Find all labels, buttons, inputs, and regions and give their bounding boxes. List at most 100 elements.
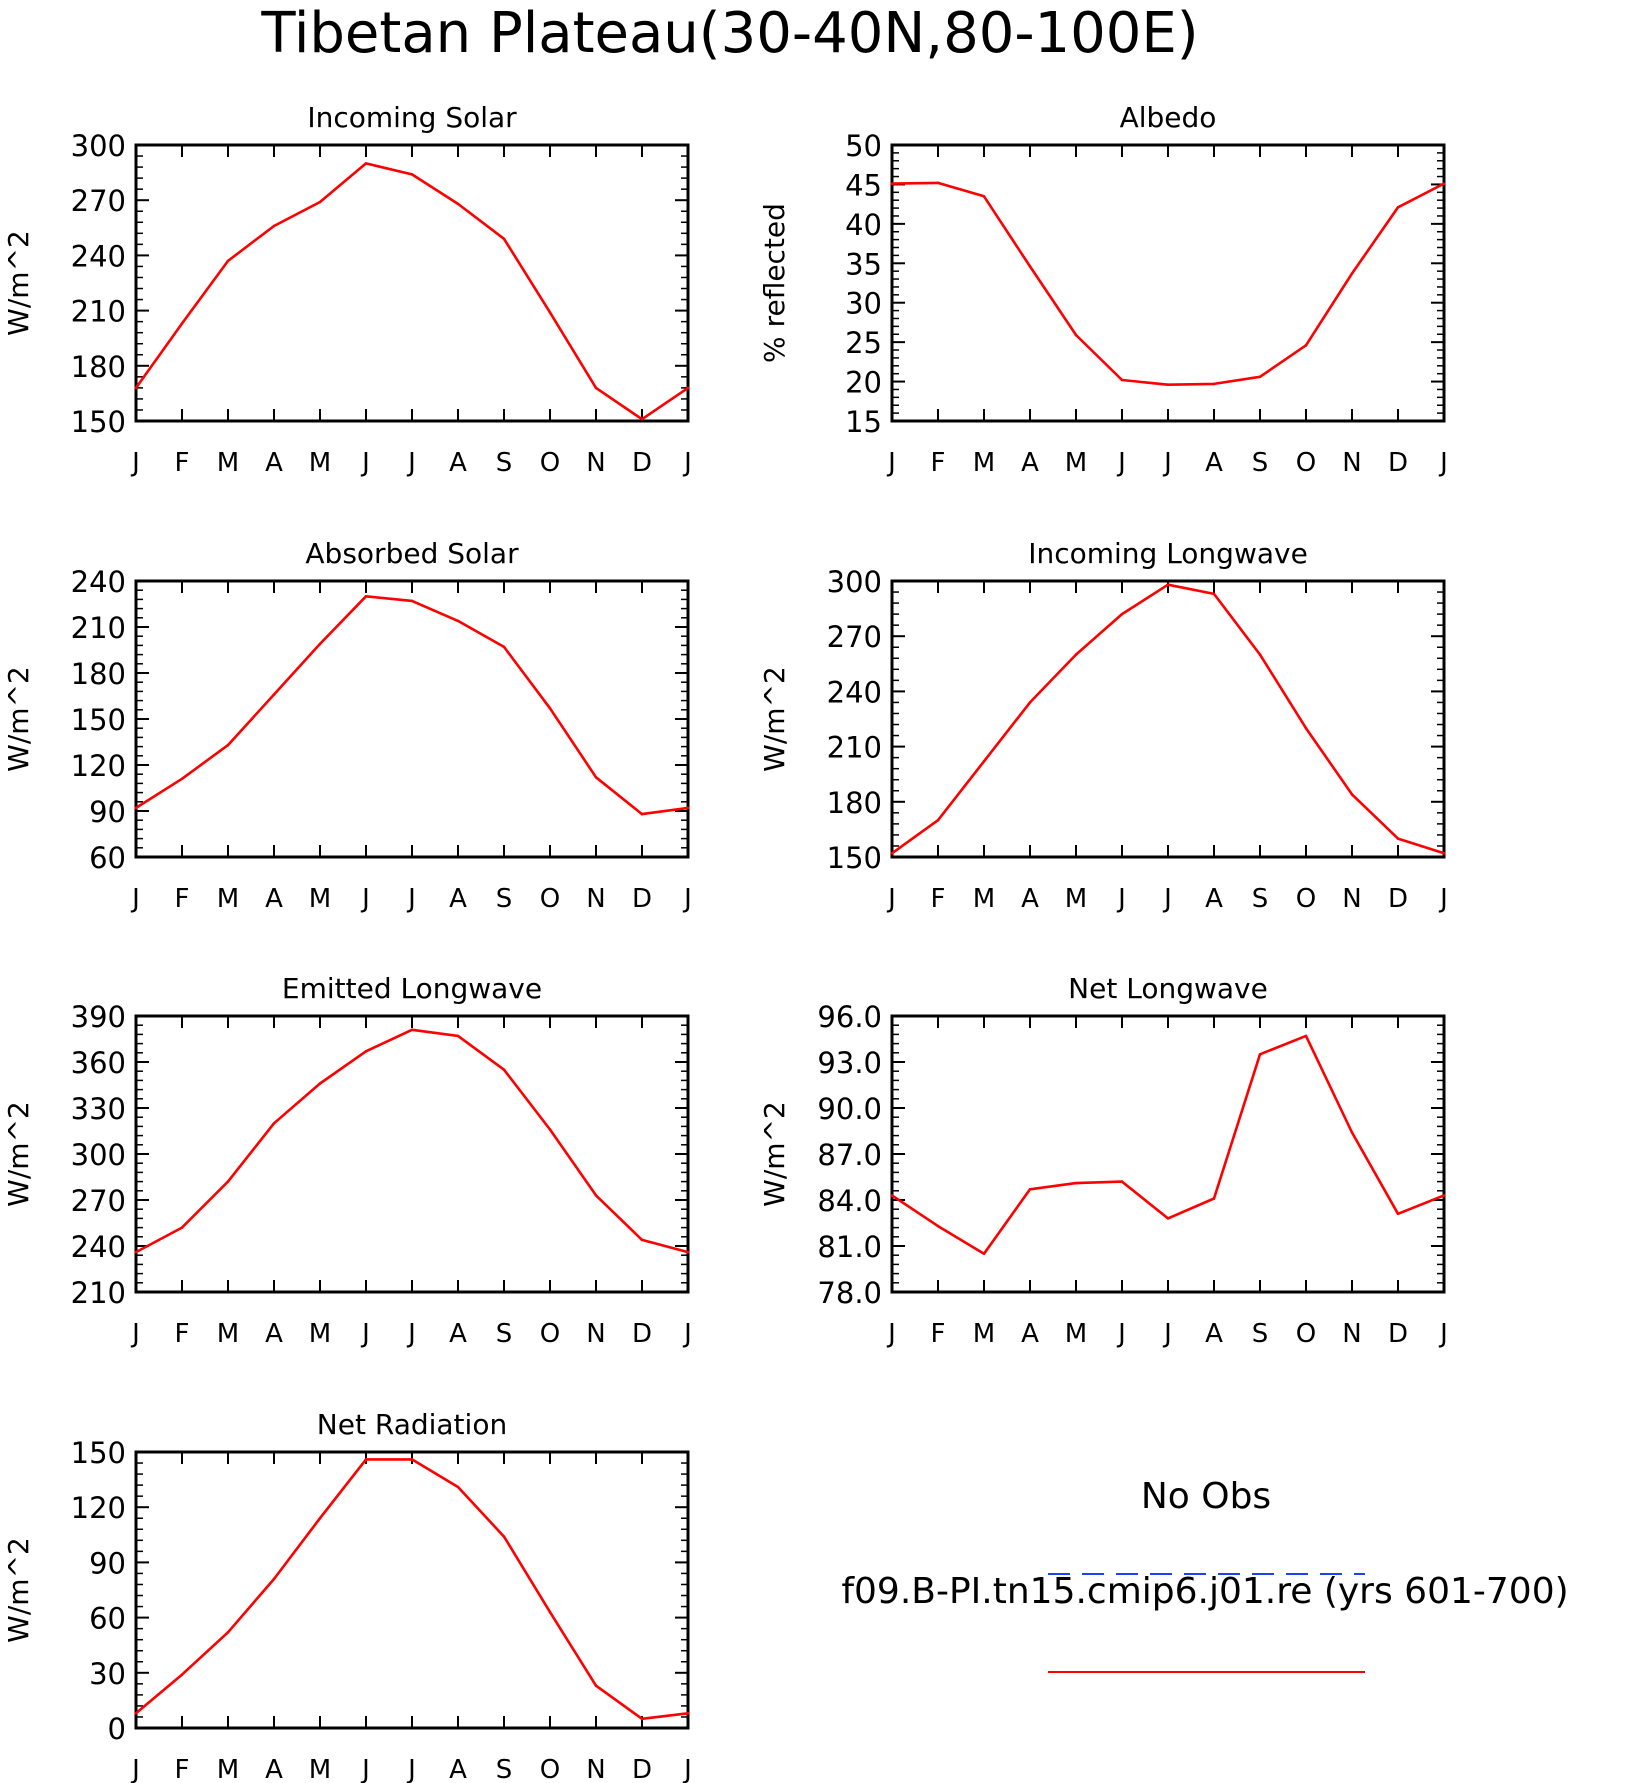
x-tick-label: N <box>586 1319 605 1349</box>
x-tick-label: J <box>682 1755 692 1783</box>
y-tick-label: 81.0 <box>817 1230 882 1264</box>
x-tick-label: M <box>973 448 995 478</box>
y-tick-label: 210 <box>71 295 126 329</box>
data-point <box>1350 793 1354 796</box>
x-tick-label: J <box>1116 884 1126 914</box>
x-tick-label: J <box>406 448 416 478</box>
x-tick-label: J <box>886 884 896 914</box>
y-tick-label: 210 <box>827 731 882 765</box>
y-axis-label: % reflected <box>758 203 791 363</box>
data-point <box>640 1717 644 1721</box>
y-tick-label: 60 <box>89 841 126 875</box>
data-point <box>502 1068 506 1071</box>
data-point <box>548 1128 552 1131</box>
y-axis-label: W/m^2 <box>2 230 35 336</box>
data-point <box>1120 1180 1124 1183</box>
data-point <box>1074 1181 1078 1185</box>
data-point <box>1120 612 1124 616</box>
x-tick-label: A <box>265 1755 283 1783</box>
data-point <box>1212 1197 1216 1200</box>
y-tick-label: 300 <box>71 1138 126 1172</box>
data-point <box>686 806 690 810</box>
x-tick-label: N <box>1342 1319 1361 1349</box>
x-tick-label: M <box>309 1319 331 1349</box>
x-tick-label: N <box>586 884 605 914</box>
x-tick-label: F <box>175 448 190 478</box>
x-tick-label: N <box>1342 884 1361 914</box>
data-point <box>982 760 986 763</box>
y-tick-label: 150 <box>71 703 126 737</box>
x-tick-label: S <box>1252 1319 1269 1349</box>
x-tick-label: A <box>1021 1319 1039 1349</box>
data-point <box>410 599 414 603</box>
data-point <box>594 1684 598 1687</box>
y-tick-label: 25 <box>845 326 882 360</box>
data-point <box>272 224 276 228</box>
y-tick-label: 150 <box>71 405 126 439</box>
data-point <box>548 1610 552 1614</box>
legend: No Obs f09.B-PI.tn15.cmip6.j01.re (yrs 6… <box>841 1476 1569 1673</box>
x-tick-label: J <box>360 1755 370 1783</box>
data-point <box>982 194 986 198</box>
x-tick-label: D <box>632 448 652 478</box>
y-tick-label: 240 <box>827 675 882 709</box>
x-tick-label: A <box>449 1319 467 1349</box>
data-point <box>318 642 322 646</box>
data-point <box>502 645 506 649</box>
data-point <box>410 173 414 176</box>
data-point <box>1304 726 1308 730</box>
x-tick-label: J <box>1438 1319 1448 1349</box>
x-tick-label: S <box>496 884 513 914</box>
x-tick-label: M <box>973 1319 995 1349</box>
data-point <box>1396 205 1400 209</box>
x-tick-label: O <box>1296 448 1316 478</box>
y-tick-label: 330 <box>71 1092 126 1126</box>
y-axis-label: W/m^2 <box>2 1537 35 1643</box>
data-point <box>364 595 368 598</box>
chart-absorbed-solar: J F M A M J J A S O N D J6090120150180210240Absorbed… <box>2 537 692 914</box>
x-tick-label: J <box>886 448 896 478</box>
data-point <box>1442 1194 1446 1197</box>
x-tick-label: O <box>540 884 560 914</box>
y-tick-label: 120 <box>71 749 126 783</box>
data-point <box>936 181 940 185</box>
y-tick-label: 240 <box>71 239 126 273</box>
data-point <box>1396 837 1400 840</box>
data-point <box>1074 653 1078 656</box>
x-tick-label: J <box>1438 448 1448 478</box>
data-point <box>686 386 690 390</box>
panel-title: Net Radiation <box>317 1408 507 1441</box>
data-point <box>318 1082 322 1085</box>
x-tick-label: J <box>1162 1319 1172 1349</box>
y-tick-label: 210 <box>71 1276 126 1310</box>
data-point <box>226 1180 230 1183</box>
x-tick-label: A <box>449 884 467 914</box>
x-tick-label: D <box>1388 1319 1408 1349</box>
data-point <box>456 202 460 206</box>
x-tick-label: D <box>632 884 652 914</box>
x-tick-label: A <box>1205 1319 1223 1349</box>
x-tick-label: M <box>217 1319 239 1349</box>
data-point <box>502 237 506 241</box>
data-point <box>890 852 894 855</box>
data-point <box>410 1028 414 1032</box>
panel-title: Absorbed Solar <box>305 537 519 570</box>
data-point <box>686 1250 690 1254</box>
data-point <box>1350 1131 1354 1134</box>
data-point <box>1028 701 1032 704</box>
x-tick-label: M <box>309 884 331 914</box>
y-tick-label: 90 <box>89 1546 126 1580</box>
data-point <box>1304 343 1308 347</box>
x-tick-label: S <box>1252 884 1269 914</box>
x-tick-label: O <box>540 1319 560 1349</box>
data-point <box>272 693 276 696</box>
data-point <box>640 812 644 816</box>
x-tick-label: M <box>1065 448 1087 478</box>
x-tick-label: A <box>1021 448 1039 478</box>
data-point <box>686 1711 690 1715</box>
y-tick-label: 210 <box>71 611 126 645</box>
x-tick-label: J <box>360 1319 370 1349</box>
y-tick-label: 270 <box>71 1184 126 1218</box>
